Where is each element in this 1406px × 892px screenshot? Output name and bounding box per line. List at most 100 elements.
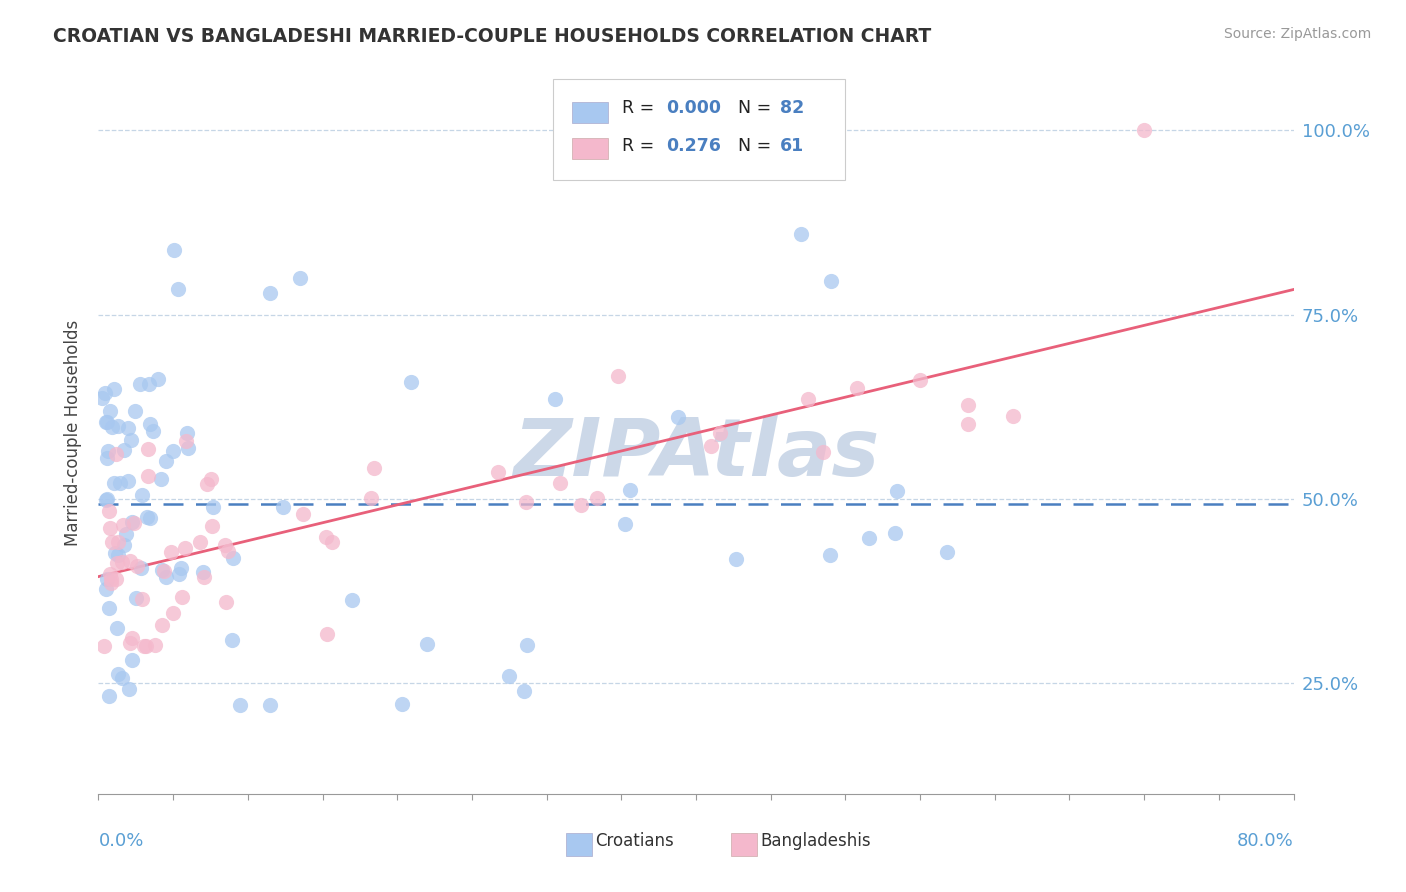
Point bbox=[136, 468, 159, 483]
FancyBboxPatch shape bbox=[565, 833, 592, 856]
Point bbox=[101, 419, 124, 434]
Point bbox=[201, 500, 224, 515]
Point bbox=[150, 472, 173, 486]
Point bbox=[146, 372, 169, 386]
Point bbox=[153, 564, 176, 578]
Point bbox=[97, 443, 120, 458]
Point bbox=[155, 454, 177, 468]
Point bbox=[174, 434, 197, 449]
Text: R =: R = bbox=[621, 99, 659, 117]
Point bbox=[142, 425, 165, 439]
Point bbox=[516, 639, 538, 653]
Point bbox=[110, 555, 132, 569]
Point bbox=[96, 572, 118, 586]
Point bbox=[114, 527, 136, 541]
Point bbox=[956, 417, 979, 432]
Point bbox=[195, 477, 218, 491]
Point bbox=[360, 491, 382, 505]
Point bbox=[97, 601, 120, 615]
Point bbox=[613, 516, 636, 531]
Point bbox=[108, 476, 131, 491]
Point bbox=[700, 439, 723, 453]
Point bbox=[112, 538, 135, 552]
Point bbox=[229, 698, 252, 713]
Point bbox=[1133, 123, 1156, 137]
Text: Source: ZipAtlas.com: Source: ZipAtlas.com bbox=[1223, 27, 1371, 41]
Point bbox=[96, 492, 118, 507]
Point bbox=[167, 566, 190, 581]
Point bbox=[820, 274, 842, 288]
Point bbox=[139, 511, 162, 525]
Point bbox=[316, 627, 339, 641]
Point bbox=[498, 669, 520, 683]
Text: 0.000: 0.000 bbox=[666, 99, 721, 117]
Point bbox=[117, 421, 139, 435]
Point bbox=[818, 548, 841, 562]
Point bbox=[150, 563, 173, 577]
Point bbox=[315, 530, 337, 544]
Point bbox=[125, 591, 148, 606]
Point bbox=[415, 637, 437, 651]
Point bbox=[138, 417, 160, 431]
Point bbox=[215, 595, 238, 609]
Point bbox=[120, 636, 142, 650]
Text: 0.276: 0.276 bbox=[666, 136, 721, 155]
Text: 0.0%: 0.0% bbox=[98, 832, 143, 850]
Point bbox=[193, 566, 215, 580]
Point bbox=[259, 285, 281, 300]
Point bbox=[98, 404, 121, 418]
Point bbox=[1002, 409, 1025, 423]
Point bbox=[486, 465, 509, 479]
Point bbox=[131, 592, 153, 607]
Point bbox=[162, 443, 184, 458]
Point bbox=[176, 425, 198, 440]
FancyBboxPatch shape bbox=[553, 78, 845, 180]
Point bbox=[107, 534, 129, 549]
Point bbox=[884, 525, 907, 540]
Point bbox=[112, 443, 135, 458]
Text: Croatians: Croatians bbox=[596, 832, 675, 850]
Point bbox=[122, 516, 145, 530]
Point bbox=[118, 682, 141, 697]
Point bbox=[167, 282, 190, 296]
Point bbox=[160, 545, 183, 559]
Point bbox=[111, 671, 134, 685]
Point bbox=[177, 441, 200, 455]
Point bbox=[548, 475, 571, 490]
Point bbox=[544, 392, 567, 406]
Point bbox=[94, 385, 117, 400]
Text: Bangladeshis: Bangladeshis bbox=[761, 832, 872, 850]
Point bbox=[134, 640, 156, 654]
Point bbox=[103, 382, 125, 396]
Point bbox=[515, 494, 537, 508]
Text: 61: 61 bbox=[780, 136, 804, 155]
Text: CROATIAN VS BANGLADESHI MARRIED-COUPLE HOUSEHOLDS CORRELATION CHART: CROATIAN VS BANGLADESHI MARRIED-COUPLE H… bbox=[53, 27, 932, 45]
Text: N =: N = bbox=[738, 136, 776, 155]
Point bbox=[170, 591, 193, 605]
Point bbox=[135, 640, 157, 654]
Point bbox=[90, 391, 112, 405]
Point bbox=[97, 504, 120, 518]
Point bbox=[789, 227, 811, 241]
FancyBboxPatch shape bbox=[731, 833, 756, 856]
Text: 80.0%: 80.0% bbox=[1237, 832, 1294, 850]
Point bbox=[201, 518, 224, 533]
Point bbox=[105, 621, 128, 635]
Point bbox=[811, 444, 834, 458]
Point bbox=[200, 472, 222, 486]
Point bbox=[858, 531, 880, 545]
Point bbox=[174, 541, 197, 555]
Point bbox=[93, 640, 115, 654]
Point bbox=[585, 491, 607, 505]
Point bbox=[121, 515, 143, 529]
FancyBboxPatch shape bbox=[572, 103, 607, 123]
Point bbox=[105, 556, 128, 570]
Point bbox=[98, 521, 121, 535]
Point bbox=[128, 376, 150, 391]
Point bbox=[399, 375, 422, 389]
Point bbox=[100, 572, 122, 586]
Point bbox=[162, 606, 184, 620]
Point bbox=[321, 534, 343, 549]
Point bbox=[101, 534, 124, 549]
Point bbox=[120, 434, 142, 448]
